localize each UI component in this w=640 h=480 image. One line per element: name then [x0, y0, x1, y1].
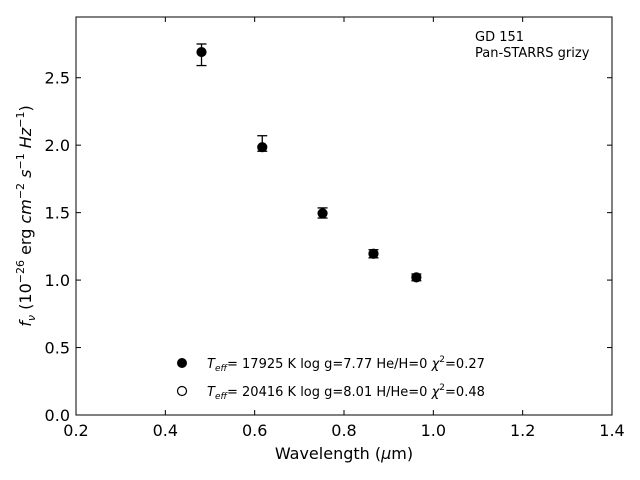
x-tick-label: 0.8 [331, 421, 356, 440]
data-points [196, 43, 422, 283]
x-axis-ticks: 0.2 0.4 0.6 0.8 1.0 1.2 1.4 [63, 17, 625, 440]
x-tick-label: 0.6 [242, 421, 267, 440]
y-tick-label: 1.0 [45, 271, 70, 290]
x-axis-label: Wavelength (μm) [275, 444, 413, 463]
x-tick-label: 1.2 [510, 421, 535, 440]
annotation-survey: Pan-STARRS grizy [475, 46, 590, 61]
x-tick-label: 1.4 [599, 421, 624, 440]
legend-marker-open [176, 385, 188, 397]
data-point [257, 142, 268, 153]
legend: Teff= 17925 K log g=7.77 He/H=0 χ2=0.27 … [176, 355, 485, 402]
x-tick-label: 0.4 [153, 421, 178, 440]
data-point [368, 248, 379, 259]
y-axis-label: fν (10−26 erg cm−2 s−1 Hz−1) [14, 105, 38, 326]
data-point [411, 272, 422, 283]
data-point [196, 46, 207, 58]
y-tick-label: 1.5 [45, 204, 70, 223]
y-tick-label: 2.5 [45, 69, 70, 88]
legend-entry-2: Teff= 20416 K log g=8.01 H/He=0 χ2=0.48 [207, 383, 485, 402]
annotation-object: GD 151 [475, 30, 524, 45]
data-point [317, 208, 328, 219]
y-tick-label: 0.5 [45, 339, 70, 358]
legend-marker-filled [177, 358, 187, 368]
y-tick-label: 0.0 [45, 406, 70, 425]
y-tick-label: 2.0 [45, 136, 70, 155]
x-tick-label: 0.2 [63, 421, 88, 440]
y-axis-ticks: 0.0 0.5 1.0 1.5 2.0 2.5 [45, 69, 612, 425]
legend-entry-1: Teff= 17925 K log g=7.77 He/H=0 χ2=0.27 [207, 355, 485, 374]
x-tick-label: 1.0 [421, 421, 446, 440]
